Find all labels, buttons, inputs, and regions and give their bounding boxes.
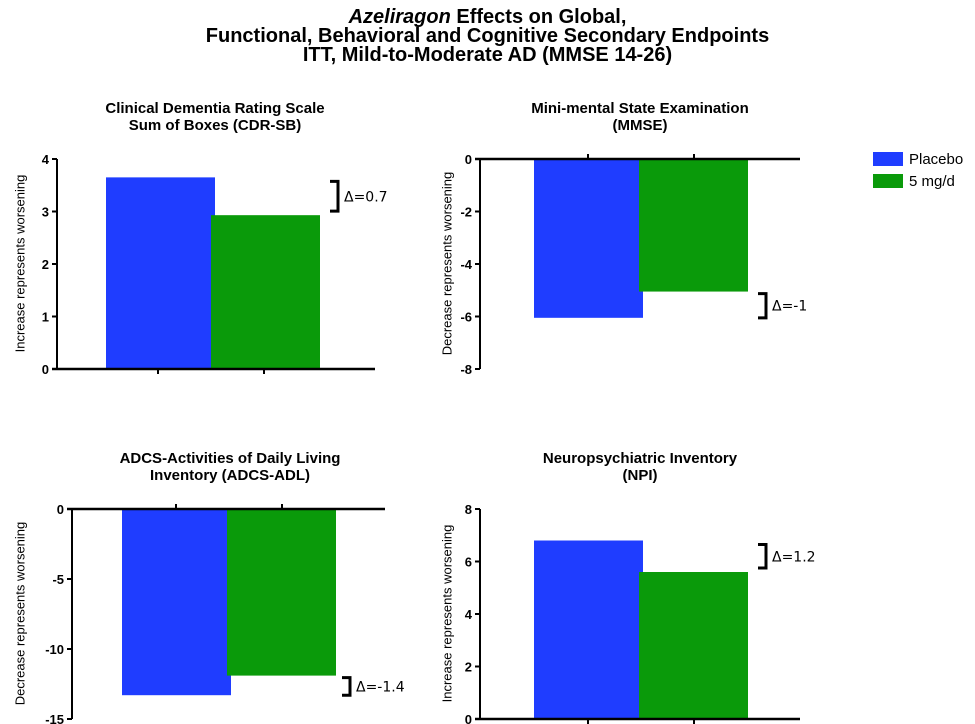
y-tick-label: -6 — [460, 310, 472, 325]
bar-placebo — [122, 509, 231, 696]
title-line3: ITT, Mild-to-Moderate AD (MMSE 14-26) — [302, 44, 673, 66]
legend-item-5mg: 5 mg/d — [873, 170, 963, 192]
panel-title-line1: Mini-mental State Examination — [531, 100, 749, 117]
y-tick-label: 0 — [465, 152, 472, 167]
panel-title-line1: Neuropsychiatric Inventory — [542, 450, 738, 467]
main-title: Azeliragon Effects on Global, Functional… — [0, 6, 975, 66]
panel-cdr-sb: Clinical Dementia Rating Scale Sum of Bo… — [0, 96, 430, 386]
panel-title: Clinical Dementia Rating Scale Sum of Bo… — [55, 100, 375, 134]
legend-label-5mg: 5 mg/d — [909, 172, 955, 190]
delta-label: Δ=1.2 — [772, 549, 816, 565]
chart-svg: 0 2 4 6 8 Δ=1.2 — [465, 502, 816, 724]
bar-5mg — [639, 159, 748, 292]
chart-svg: -15 -10 -5 0 Δ=-1.4 — [45, 502, 405, 724]
panel-title: Neuropsychiatric Inventory (NPI) — [480, 450, 800, 484]
bar-5mg — [211, 215, 320, 369]
legend: Placebo 5 mg/d — [873, 148, 963, 192]
panel-npi: Neuropsychiatric Inventory (NPI) Increas… — [430, 446, 860, 724]
delta-bracket — [342, 676, 352, 697]
delta-bracket — [758, 543, 768, 570]
title-line2: Functional, Behavioral and Cognitive Sec… — [205, 25, 770, 47]
legend-item-placebo: Placebo — [873, 148, 963, 170]
title-line1-rest: Effects on Global, — [450, 6, 627, 28]
chart-svg: 0 1 2 3 4 Δ=0.7 — [42, 152, 388, 377]
y-tick-label: 0 — [57, 502, 64, 517]
chart-svg: -8 -6 -4 -2 0 Δ=-1 — [460, 152, 807, 377]
legend-swatch-placebo — [873, 152, 903, 166]
y-tick-label: 0 — [42, 362, 49, 377]
y-tick-label: 2 — [42, 257, 49, 272]
y-tick-label: -10 — [45, 642, 64, 657]
bar-placebo — [534, 159, 643, 318]
y-tick-label: 4 — [42, 152, 50, 167]
panel-title-line2: Inventory (ADCS-ADL) — [150, 467, 310, 484]
y-tick-label: 6 — [465, 555, 472, 570]
y-tick-label: 3 — [42, 205, 49, 220]
y-tick-label: -5 — [52, 572, 64, 587]
y-tick-label: -8 — [460, 362, 472, 377]
panel-mmse: Mini-mental State Examination (MMSE) Dec… — [430, 96, 860, 386]
legend-label-placebo: Placebo — [909, 150, 964, 168]
panel-title: Mini-mental State Examination (MMSE) — [480, 100, 800, 134]
panel-adcs-adl: ADCS-Activities of Daily Living Inventor… — [0, 446, 430, 724]
legend-swatch-5mg — [873, 174, 903, 188]
bar-placebo — [106, 177, 215, 369]
delta-bracket — [758, 292, 768, 320]
y-tick-label: 4 — [465, 607, 473, 622]
panel-title-line1: ADCS-Activities of Daily Living — [119, 450, 341, 467]
y-tick-label: 0 — [465, 712, 472, 724]
panel-title-line2: Sum of Boxes (CDR-SB) — [128, 117, 302, 134]
bar-5mg — [639, 572, 748, 719]
y-tick-label: 8 — [465, 502, 472, 517]
y-tick-label: -15 — [45, 712, 64, 724]
y-tick-label: 2 — [465, 660, 472, 675]
panel-title: ADCS-Activities of Daily Living Inventor… — [70, 450, 390, 484]
delta-label: Δ=-1.4 — [356, 679, 405, 695]
delta-label: Δ=-1 — [772, 299, 807, 315]
panel-title-line2: (NPI) — [622, 467, 658, 484]
y-tick-label: -2 — [460, 205, 472, 220]
y-tick-label: 1 — [42, 310, 49, 325]
title-drug-name: Azeliragon — [348, 6, 451, 28]
bar-placebo — [534, 540, 643, 719]
y-tick-label: -4 — [460, 257, 472, 272]
panel-title-line1: Clinical Dementia Rating Scale — [105, 100, 325, 117]
bar-5mg — [227, 509, 336, 676]
delta-bracket — [330, 179, 340, 213]
panel-title-line2: (MMSE) — [612, 117, 668, 134]
delta-label: Δ=0.7 — [344, 189, 388, 205]
